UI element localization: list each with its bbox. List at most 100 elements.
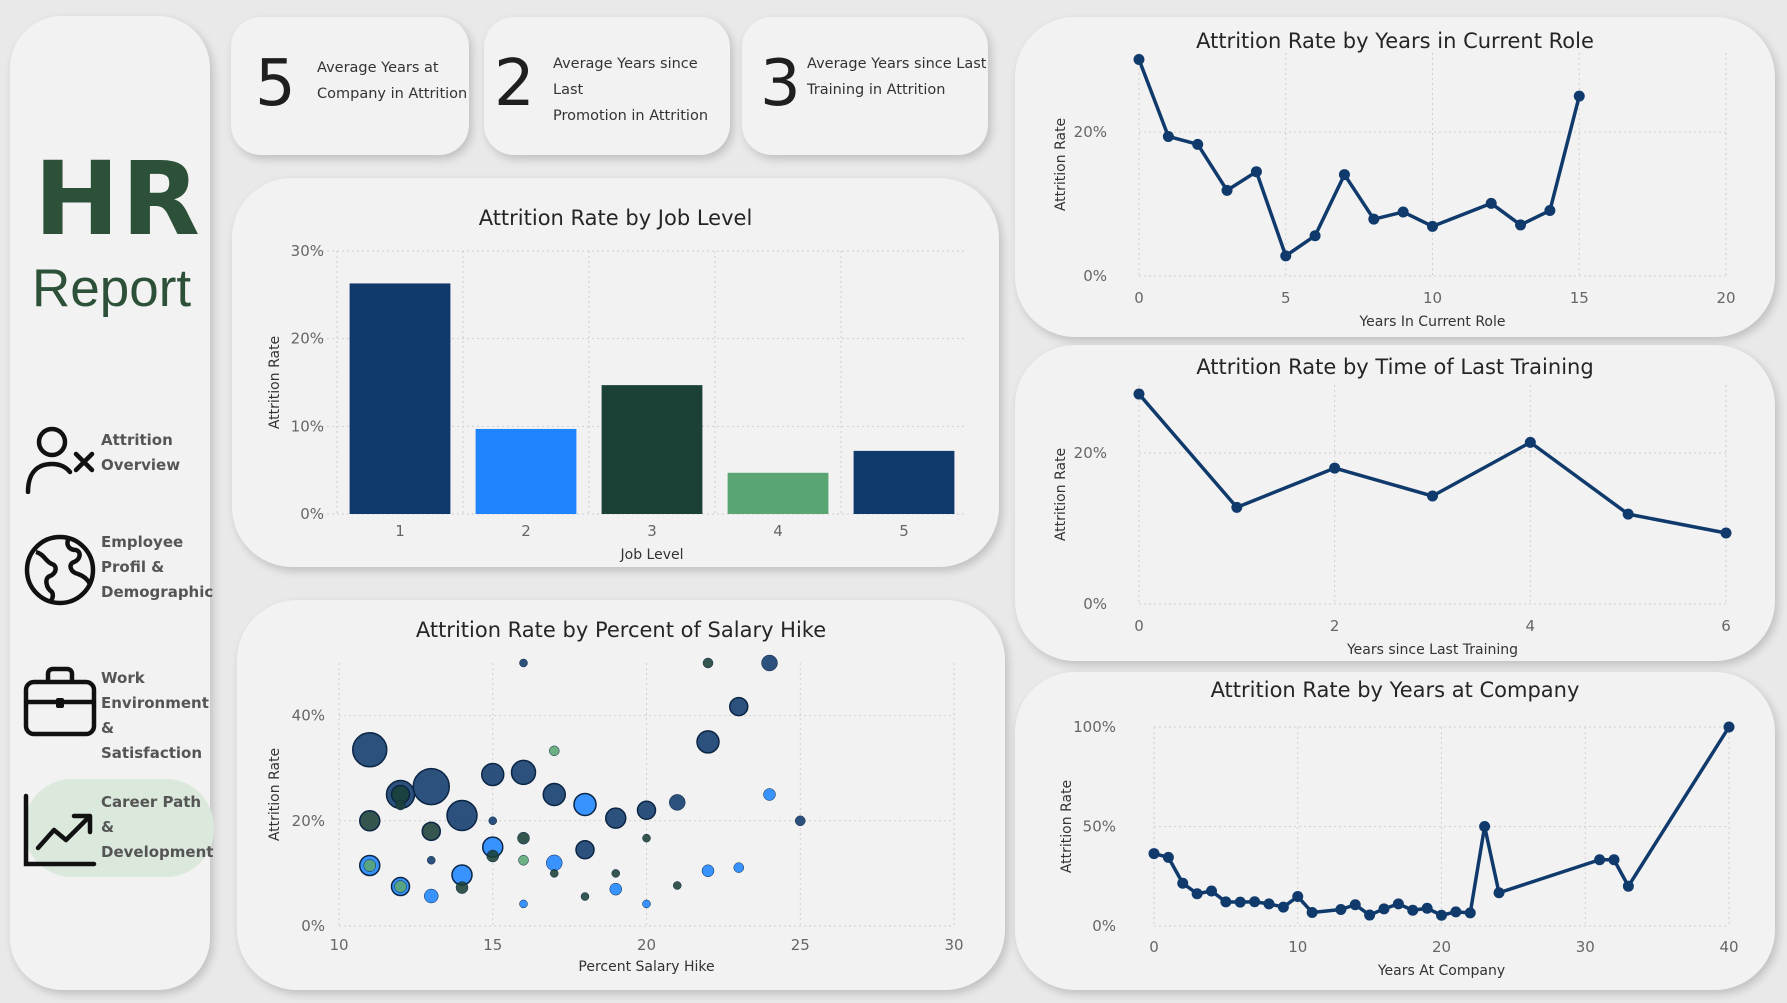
- x-axis-label: Percent Salary Hike: [578, 959, 714, 975]
- scatter-point: [636, 800, 657, 821]
- line-chart-years-at-company: 0% 50% 100% 0 10 20 30 40 Years At Company Attrit…: [1059, 718, 1739, 979]
- line-point: [1720, 527, 1732, 539]
- nav-employee-profile[interactable]: Employee Profil & Demographic: [18, 530, 213, 610]
- line-point: [1573, 90, 1585, 102]
- scatter-point: [642, 833, 651, 843]
- x-tick-label: 20: [637, 936, 656, 954]
- x-tick-label: 30: [1576, 938, 1595, 956]
- nav-work-environment[interactable]: Work Environment & Satisfaction: [18, 664, 213, 762]
- globe-icon: [22, 532, 98, 612]
- scatter-point: [352, 732, 388, 768]
- line-point: [1485, 197, 1497, 209]
- nav-label-line: Satisfaction: [101, 744, 203, 762]
- x-tick-label: 30: [944, 936, 963, 954]
- nav-active-highlight: [24, 779, 214, 877]
- line-point: [1622, 880, 1634, 892]
- series-line: [1153, 726, 1731, 918]
- line-point: [1397, 206, 1409, 218]
- line-point: [1231, 501, 1243, 513]
- scatter-point: [733, 862, 744, 873]
- line-point: [1407, 904, 1419, 916]
- y-tick-label: 50%: [1083, 818, 1116, 836]
- line-point: [1515, 219, 1527, 231]
- scatter-point: [763, 788, 776, 801]
- nav-attrition-overview[interactable]: Attrition Overview: [18, 412, 213, 495]
- bar: [853, 450, 955, 514]
- chart-card-salary-hike: Attrition Rate by Percent of Salary Hike…: [237, 600, 1005, 990]
- x-tick-label: 10: [1288, 938, 1307, 956]
- kpi-label-line: Promotion in Attrition: [553, 108, 709, 124]
- line-point: [1622, 508, 1634, 520]
- line-point: [1250, 166, 1262, 178]
- bar-chart-job-level: 0% 10% 20% 30% 1 2 3 4 5 Job Level Attrition Rate: [267, 242, 967, 563]
- kpi-label-line: Average Years at: [317, 60, 439, 76]
- scatter-point: [481, 762, 505, 787]
- line-chart-last-training: 0% 20% 0 2 4 6 Years since Last Training Attrit…: [1053, 385, 1732, 658]
- line-point: [1277, 901, 1289, 913]
- line-point: [1349, 899, 1361, 911]
- scatter-point: [486, 849, 499, 863]
- line-point: [1392, 898, 1404, 910]
- chart-card-last-training: Attrition Rate by Time of Last Training …: [1015, 345, 1775, 661]
- nav-label-line: Environment &: [101, 694, 209, 737]
- x-tick-label: 25: [791, 936, 810, 954]
- y-tick-label: 20%: [292, 812, 325, 830]
- line-point: [1292, 891, 1304, 903]
- scatter-point: [573, 792, 597, 817]
- line-point: [1378, 903, 1390, 915]
- y-tick-label: 0%: [300, 505, 324, 523]
- x-axis-label: Years since Last Training: [1346, 642, 1518, 658]
- scatter-point: [642, 899, 651, 909]
- line-point: [1544, 205, 1556, 217]
- line-point: [1133, 53, 1145, 65]
- x-tick-label: 5: [1281, 289, 1291, 307]
- line-point: [1364, 909, 1376, 921]
- line-chart-years-current-role: 0% 20% 0 5 10 15 20 Years In Current Role Attrit…: [1053, 53, 1736, 330]
- line-point: [1220, 896, 1232, 908]
- chart-title: Attrition Rate by Years in Current Role: [1196, 29, 1594, 53]
- line-point: [1191, 888, 1203, 900]
- line-point: [1234, 896, 1246, 908]
- line-point: [1221, 184, 1233, 196]
- nav-career-path[interactable]: Career Path & Development: [18, 790, 213, 870]
- scatter-point: [761, 654, 778, 672]
- nav-label-line: Work: [101, 669, 145, 687]
- kpi-value: 5: [255, 47, 296, 121]
- line-point: [1335, 903, 1347, 915]
- nav-label-line: Overview: [101, 456, 181, 474]
- x-tick-label: 2: [1330, 617, 1340, 635]
- line-point: [1524, 436, 1536, 448]
- line-point: [1338, 169, 1350, 181]
- line-point: [1329, 462, 1341, 474]
- x-tick-label: 40: [1719, 938, 1738, 956]
- x-tick-label: 0: [1134, 617, 1144, 635]
- nav-label-line: Attrition: [101, 431, 173, 449]
- series-line: [1137, 58, 1581, 258]
- scatter-point: [611, 869, 620, 878]
- line-point: [1450, 906, 1462, 918]
- y-tick-label: 20%: [291, 330, 324, 348]
- bar: [727, 472, 829, 514]
- chart-title: Attrition Rate by Years at Company: [1210, 678, 1580, 702]
- scatter-point: [673, 881, 682, 890]
- line-point: [1427, 220, 1438, 232]
- scatter-point: [363, 859, 376, 872]
- report-title: HR: [34, 140, 202, 259]
- scatter-point: [542, 782, 566, 807]
- kpi-card-years-since-training: 3 Average Years since Last Training in A…: [742, 17, 988, 155]
- chart-title: Attrition Rate by Percent of Salary Hike: [415, 618, 827, 642]
- line-point: [1309, 230, 1321, 242]
- y-axis-label: Attrition Rate: [1053, 448, 1069, 541]
- nav-label-line: Development: [101, 843, 214, 861]
- x-tick-label: 15: [483, 936, 502, 954]
- chart-card-years-current-role: Attrition Rate by Years in Current Role …: [1015, 17, 1775, 337]
- nav-label-line: Profil &: [101, 558, 165, 576]
- line-point: [1306, 906, 1318, 918]
- kpi-card-years-at-company: 5 Average Years at Company in Attrition: [231, 17, 469, 155]
- line-point: [1436, 909, 1447, 921]
- y-tick-label: 100%: [1073, 718, 1116, 736]
- x-axis-label: Years In Current Role: [1358, 314, 1505, 330]
- scatter-point: [424, 888, 439, 904]
- scatter-point: [546, 854, 563, 872]
- x-tick-label: 10: [1423, 289, 1442, 307]
